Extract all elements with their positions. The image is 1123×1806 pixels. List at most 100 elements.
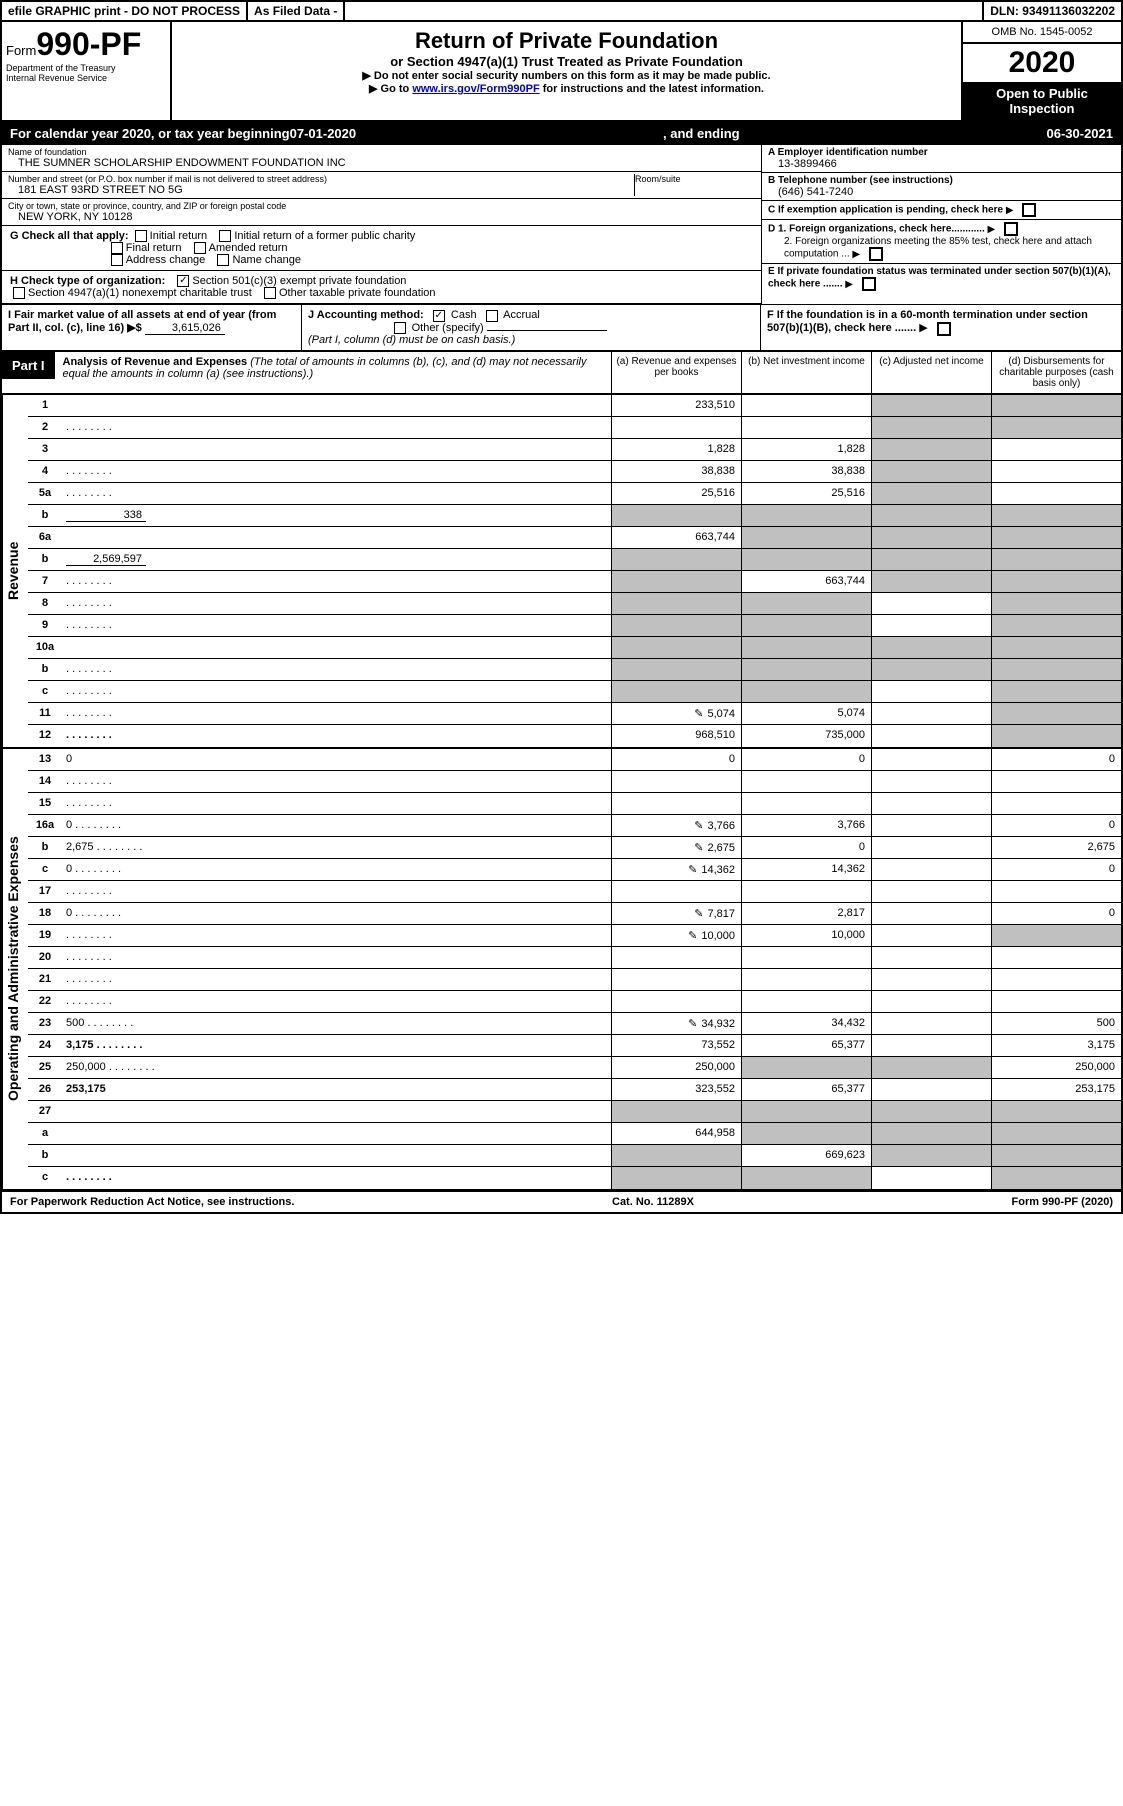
col-a-value: ✎3,766	[611, 815, 741, 836]
footer-formno: Form 990-PF (2020)	[1012, 1196, 1113, 1208]
line-description: . . . . . . . .	[62, 947, 611, 968]
col-b-value	[741, 417, 871, 438]
col-a-value: 250,000	[611, 1057, 741, 1078]
cb-final-return[interactable]	[111, 242, 123, 254]
line-number: 20	[28, 947, 62, 968]
instr-link-row: ▶ Go to www.irs.gov/Form990PF for instru…	[182, 82, 951, 95]
main-title: Return of Private Foundation	[182, 28, 951, 54]
irs-link[interactable]: www.irs.gov/Form990PF	[412, 83, 539, 95]
col-b-value	[741, 1123, 871, 1144]
col-a-value	[611, 793, 741, 814]
line-description: . . . . . . . .	[62, 991, 611, 1012]
cb-exemption-pending[interactable]	[1022, 203, 1036, 217]
line-description: 250,000 . . . . . . . .	[62, 1057, 611, 1078]
col-d-value	[991, 1145, 1121, 1166]
col-b-value: 0	[741, 749, 871, 770]
col-a-value	[611, 593, 741, 614]
i-j-f-section: I Fair market value of all assets at end…	[2, 305, 1121, 351]
col-d-value: 2,675	[991, 837, 1121, 858]
cb-amended-return[interactable]	[194, 242, 206, 254]
col-b-value	[741, 771, 871, 792]
col-b-value	[741, 1101, 871, 1122]
cb-initial-former[interactable]	[219, 230, 231, 242]
col-b-header: (b) Net investment income	[741, 352, 871, 393]
col-a-value: 73,552	[611, 1035, 741, 1056]
city-cell: City or town, state or province, country…	[2, 199, 761, 226]
col-c-value	[871, 749, 991, 770]
col-b-value	[741, 637, 871, 658]
col-d-value	[991, 505, 1121, 526]
line-row: b . . . . . . . .	[28, 659, 1121, 681]
col-c-value	[871, 1013, 991, 1034]
cb-4947a1[interactable]	[13, 287, 25, 299]
cb-60month[interactable]	[937, 322, 951, 336]
line-row: 9 . . . . . . . .	[28, 615, 1121, 637]
cb-name-change[interactable]	[217, 254, 229, 266]
foundation-name: THE SUMNER SCHOLARSHIP ENDOWMENT FOUNDAT…	[8, 157, 755, 169]
line-number: 2	[28, 417, 62, 438]
tax-year: 2020	[963, 44, 1121, 82]
col-d-value	[991, 703, 1121, 724]
cb-cash[interactable]	[433, 310, 445, 322]
col-b-value	[741, 505, 871, 526]
part-i-label: Part I	[2, 352, 55, 379]
cb-other-taxable[interactable]	[264, 287, 276, 299]
cb-85pct-test[interactable]	[869, 247, 883, 261]
col-b-value	[741, 593, 871, 614]
line-row: 6a663,744	[28, 527, 1121, 549]
col-c-value	[871, 1079, 991, 1100]
col-c-value	[871, 549, 991, 570]
cb-foreign-org[interactable]	[1004, 222, 1018, 236]
col-b-value: 38,838	[741, 461, 871, 482]
line-description	[62, 1101, 611, 1122]
line-description: 3,175 . . . . . . . .	[62, 1035, 611, 1056]
line-number: 16a	[28, 815, 62, 836]
line-description: . . . . . . . .	[62, 925, 611, 946]
inline-amount: 338	[66, 509, 146, 522]
line-number: c	[28, 1167, 62, 1189]
cb-accrual[interactable]	[486, 310, 498, 322]
line-row: 17 . . . . . . . .	[28, 881, 1121, 903]
top-bar: efile GRAPHIC print - DO NOT PROCESS As …	[2, 2, 1121, 22]
col-d-value	[991, 483, 1121, 504]
inline-amount: 2,569,597	[66, 553, 146, 566]
cb-initial-return[interactable]	[135, 230, 147, 242]
cash-basis-note: (Part I, column (d) must be on cash basi…	[308, 334, 515, 346]
col-d-value	[991, 417, 1121, 438]
col-c-value	[871, 439, 991, 460]
col-a-value: 644,958	[611, 1123, 741, 1144]
line-description	[62, 1145, 611, 1166]
col-c-value	[871, 903, 991, 924]
line-row: 14 . . . . . . . .	[28, 771, 1121, 793]
col-d-value: 0	[991, 903, 1121, 924]
col-b-value	[741, 549, 871, 570]
col-b-value: 34,432	[741, 1013, 871, 1034]
line-row: 19 . . . . . . . .✎10,00010,000	[28, 925, 1121, 947]
col-a-value	[611, 969, 741, 990]
expenses-section: Operating and Administrative Expenses 13…	[2, 747, 1121, 1191]
line-number: 14	[28, 771, 62, 792]
attachment-icon: ✎	[694, 707, 703, 720]
instr-ssn: ▶ Do not enter social security numbers o…	[182, 69, 951, 82]
line-number: 11	[28, 703, 62, 724]
col-d-value	[991, 725, 1121, 747]
col-d-value	[991, 571, 1121, 592]
col-d-value: 0	[991, 859, 1121, 880]
expenses-side-label: Operating and Administrative Expenses	[2, 749, 28, 1189]
col-d-value	[991, 395, 1121, 416]
col-a-value	[611, 637, 741, 658]
line-row: 31,8281,828	[28, 439, 1121, 461]
line-description: . . . . . . . .	[62, 417, 611, 438]
omb-number: OMB No. 1545-0052	[963, 22, 1121, 44]
cb-other-method[interactable]	[394, 322, 406, 334]
cb-address-change[interactable]	[111, 254, 123, 266]
col-c-value	[871, 815, 991, 836]
cb-status-terminated[interactable]	[862, 277, 876, 291]
line-description: 0 . . . . . . . .	[62, 815, 611, 836]
col-a-value	[611, 659, 741, 680]
col-b-value: 14,362	[741, 859, 871, 880]
col-a-value: ✎14,362	[611, 859, 741, 880]
cb-501c3[interactable]	[177, 275, 189, 287]
col-c-value	[871, 659, 991, 680]
col-a-value	[611, 681, 741, 702]
